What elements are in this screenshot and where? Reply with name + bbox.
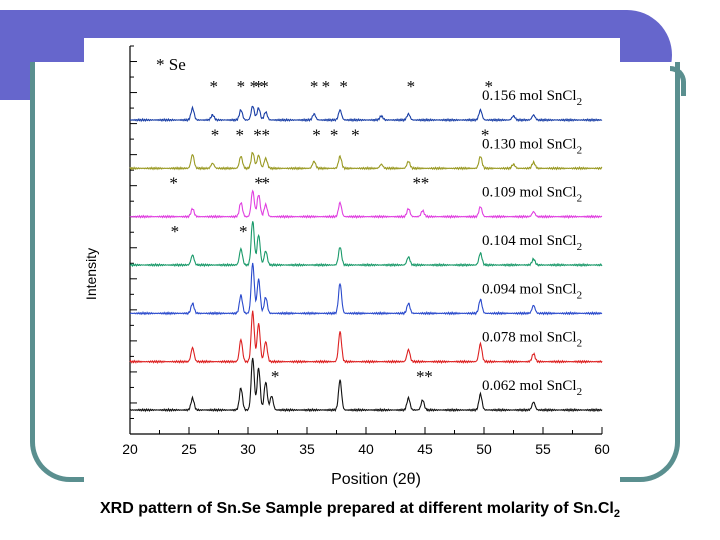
se-peak-marker: * bbox=[416, 367, 425, 386]
series-line bbox=[130, 105, 603, 123]
se-peak-marker: * bbox=[210, 77, 219, 96]
xrd-chart: 20 25 30 35 40 45 50 55 60 0.156 mol SnCl2* * *** *… bbox=[84, 45, 610, 488]
caption-text: XRD pattern of Sn.Se Sample prepared at … bbox=[100, 500, 614, 517]
series-label: 0.109 mol SnCl2 bbox=[482, 185, 582, 205]
se-peak-marker: * bbox=[421, 174, 430, 193]
se-peak-marker: * bbox=[253, 125, 262, 144]
se-peak-marker: * bbox=[235, 125, 244, 144]
series-line bbox=[130, 221, 603, 268]
series-label: 0.156 mol SnCl2 bbox=[482, 88, 582, 108]
series-line bbox=[129, 262, 603, 316]
series-line bbox=[129, 151, 603, 171]
legend-se-marker: * Se bbox=[156, 55, 186, 74]
se-peak-marker: * bbox=[237, 77, 246, 96]
se-peak-marker: * bbox=[310, 77, 319, 96]
se-peak-marker: * bbox=[339, 77, 348, 96]
series-label: 0.062 mol SnCl2 bbox=[482, 378, 582, 398]
x-tick-label: 40 bbox=[358, 441, 374, 457]
series-label: 0.094 mol SnCl2 bbox=[482, 281, 582, 301]
se-peak-marker: * bbox=[169, 174, 178, 193]
series-labels: 0.156 mol SnCl2* * *** * * * * *0.130 mol SnCl2… bbox=[169, 77, 582, 398]
axes: 20 25 30 35 40 45 50 55 60 bbox=[122, 45, 610, 457]
se-peak-marker: * bbox=[211, 125, 220, 144]
x-tick-label: 35 bbox=[299, 441, 315, 457]
se-peak-marker: * bbox=[261, 125, 270, 144]
se-peak-marker: * bbox=[261, 174, 270, 193]
se-peak-marker: * bbox=[322, 77, 331, 96]
se-peak-marker: * bbox=[407, 77, 416, 96]
xrd-chart-panel: 20 25 30 35 40 45 50 55 60 0.156 mol SnCl2 * * * * * *… bbox=[84, 38, 620, 494]
se-peak-marker: * bbox=[254, 174, 263, 193]
x-tick-label: 60 bbox=[594, 441, 610, 457]
se-peak-marker: * bbox=[171, 222, 180, 241]
series-line bbox=[129, 310, 603, 365]
x-axis-label: Position (2θ) bbox=[331, 471, 421, 488]
x-tick-label: 45 bbox=[417, 441, 433, 457]
se-peak-marker: * bbox=[254, 77, 263, 96]
x-tick-label: 55 bbox=[535, 441, 551, 457]
se-peak-marker: * bbox=[330, 125, 339, 144]
series-line bbox=[129, 189, 603, 220]
se-peak-marker: * bbox=[260, 77, 269, 96]
se-peak-marker: * bbox=[250, 77, 259, 96]
x-tick-label: 50 bbox=[476, 441, 492, 457]
y-axis-label: Intensity bbox=[84, 248, 99, 300]
frame-corner-decoration bbox=[670, 66, 686, 96]
se-peak-marker: * bbox=[424, 367, 433, 386]
series-group bbox=[129, 105, 603, 413]
se-peak-marker: * bbox=[351, 125, 360, 144]
se-peak-marker: * bbox=[484, 77, 493, 96]
se-peak-marker: * bbox=[412, 174, 421, 193]
se-peak-marker: * bbox=[239, 222, 248, 241]
series-label: 0.130 mol SnCl2 bbox=[482, 136, 582, 156]
x-tick-label: 25 bbox=[181, 441, 197, 457]
se-peak-marker: * bbox=[312, 125, 321, 144]
x-tick-label: 30 bbox=[240, 441, 256, 457]
se-peak-marker: * bbox=[271, 367, 280, 386]
caption-subscript: 2 bbox=[613, 508, 620, 521]
se-peak-marker: * bbox=[481, 125, 490, 144]
figure-caption: XRD pattern of Sn.Se Sample prepared at … bbox=[0, 500, 720, 520]
x-tick-label: 20 bbox=[122, 441, 138, 457]
series-label: 0.078 mol SnCl2 bbox=[482, 330, 582, 350]
series-label: 0.104 mol SnCl2 bbox=[482, 233, 582, 253]
series-line bbox=[129, 357, 603, 413]
